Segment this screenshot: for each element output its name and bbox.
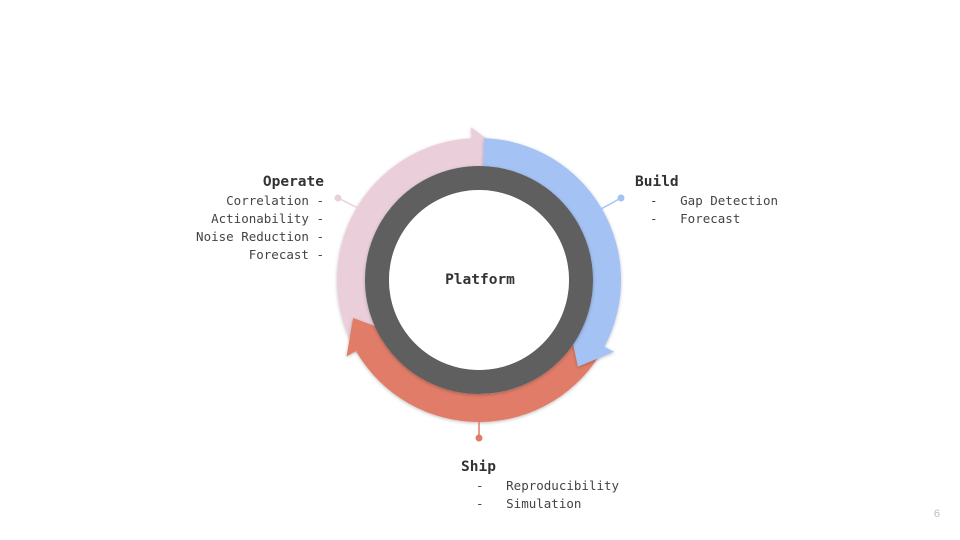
build-connector [600,197,622,210]
build-item: - Forecast [635,211,741,226]
platform-core [389,190,569,370]
page-number: 6 [933,508,940,520]
operate-stage-labels: Operate Correlation - Actionability - No… [196,172,324,264]
ship-title: Ship [461,459,496,475]
build-arrow [483,138,622,367]
build-item: - Gap Detection [635,193,778,208]
ship-item: - Simulation [461,496,582,511]
operate-connector-dot [334,194,342,202]
build-title: Build [635,174,679,190]
operate-item: Forecast - [248,247,324,262]
build-stage-labels: Build - Gap Detection - Forecast [635,172,778,228]
operate-connector [337,197,359,209]
operate-arrow [336,127,503,351]
build-connector-dot [617,194,625,202]
operate-title: Operate [262,174,324,190]
platform-ring [365,166,593,394]
ship-arrow [346,318,605,423]
operate-item: Correlation - [226,193,324,208]
ship-stage-labels: Ship - Reproducibility - Simulation [461,457,619,513]
operate-item-list: Correlation - Actionability - Noise Redu… [196,192,324,264]
platform-label: Platform [445,272,515,288]
operate-item: Actionability - [211,211,324,226]
ship-item-list: - Reproducibility - Simulation [461,477,619,513]
operate-item: Noise Reduction - [196,229,324,244]
build-item-list: - Gap Detection - Forecast [635,192,778,228]
ship-connector-dot [475,434,483,442]
ship-item: - Reproducibility [461,478,620,493]
